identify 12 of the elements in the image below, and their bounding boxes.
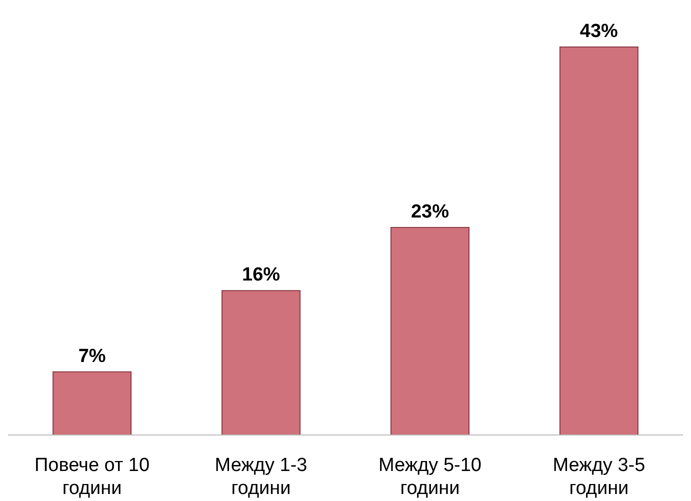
data-label: 23% [410, 201, 450, 222]
bar [222, 290, 301, 436]
bar [559, 46, 638, 436]
x-tick-label: Между 1-3 години [214, 455, 308, 499]
data-label: 43% [580, 21, 618, 42]
bar [52, 371, 132, 436]
bar [390, 226, 470, 436]
x-tick-label: Повече от 10 години [34, 455, 150, 499]
data-label: 7% [78, 346, 106, 367]
data-label: 16% [242, 264, 280, 286]
x-tick-label: Между 5-10 години [378, 455, 482, 499]
x-tick-label: Между 3-5 години [552, 455, 646, 499]
